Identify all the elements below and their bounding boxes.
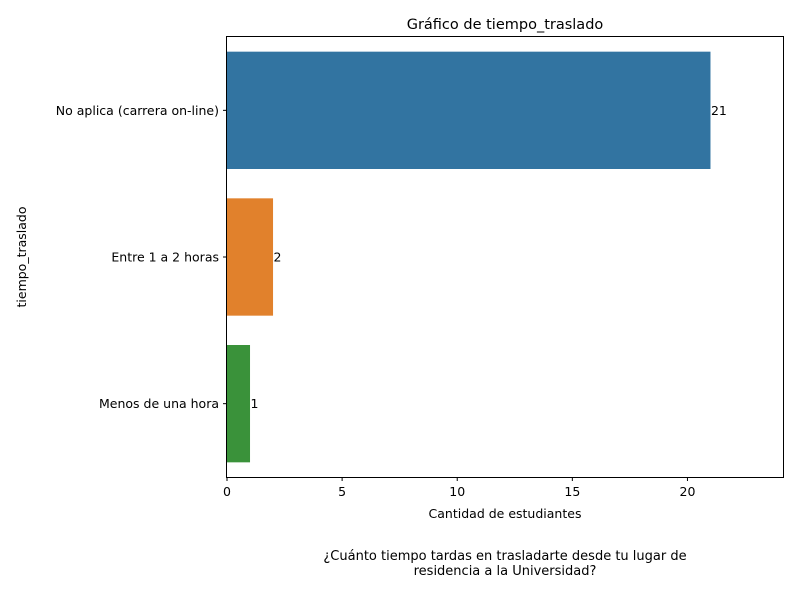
- chart-title: Gráfico de tiempo_traslado: [407, 17, 604, 33]
- x-axis-ticks: 0 5 10 15 20: [223, 477, 695, 499]
- x-tick-label: 5: [338, 484, 346, 499]
- x-tick-label: 15: [564, 484, 580, 499]
- y-tick-label: Entre 1 a 2 horas: [111, 250, 219, 265]
- y-axis-ticks: No aplica (carrera on-line) Entre 1 a 2 h…: [56, 103, 227, 411]
- x-axis-label: Cantidad de estudiantes: [429, 506, 582, 521]
- x-tick-label: 10: [449, 484, 465, 499]
- bar-value-label: 2: [274, 250, 282, 265]
- bar-value-label: 1: [251, 396, 259, 411]
- y-axis-label: tiempo_traslado: [14, 206, 29, 307]
- bar: [227, 345, 251, 463]
- bars-layer: [227, 51, 711, 463]
- bar-value-label: 21: [711, 103, 727, 118]
- x-tick-label: 0: [223, 484, 231, 499]
- y-tick-label: Menos de una hora: [99, 396, 219, 411]
- x-tick-label: 20: [680, 484, 696, 499]
- y-tick-label: No aplica (carrera on-line): [56, 103, 219, 118]
- bar: [227, 198, 274, 316]
- bar: [227, 51, 711, 169]
- caption-line-2: residencia a la Universidad?: [413, 564, 597, 579]
- caption-line-1: ¿Cuánto tiempo tardas en trasladarte des…: [323, 549, 687, 564]
- question-caption: ¿Cuánto tiempo tardas en trasladarte des…: [280, 549, 730, 579]
